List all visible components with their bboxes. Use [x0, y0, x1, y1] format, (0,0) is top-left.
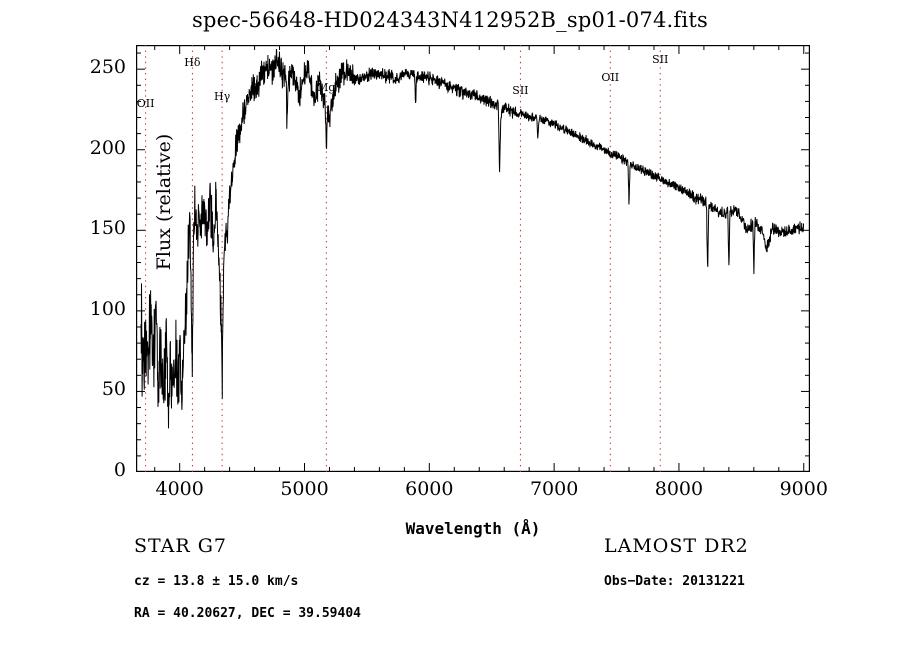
- y-axis-label: Flux (relative): [153, 133, 175, 271]
- plot-frame: [136, 45, 810, 472]
- y-tick-label: 200: [89, 136, 126, 159]
- y-tick-label: 50: [101, 378, 126, 401]
- redshift-text: cz = 13.8 ± 15.0 km/s: [134, 574, 299, 589]
- plot-area: Flux (relative) Wavelength (Å) 4000 5000 6…: [90, 45, 828, 538]
- x-tick-label: 9000: [779, 478, 828, 500]
- line-marker-label: SII: [512, 83, 529, 97]
- obs-date-text: Obs−Date: 20131221: [604, 574, 745, 589]
- axis-ticks: [136, 45, 810, 472]
- page-title: spec-56648-HD024343N412952B_sp01-074.fit…: [192, 8, 708, 32]
- line-marker-label: Mg: [317, 80, 336, 94]
- spectrum-trace: [140, 48, 805, 429]
- x-tick-label: 4000: [155, 478, 204, 500]
- y-tick-label: 0: [113, 459, 126, 481]
- line-marker-label: Hδ: [184, 56, 201, 70]
- x-tick-label: 7000: [529, 478, 579, 500]
- survey-text: LAMOST DR2: [604, 535, 749, 557]
- y-tick-label: 150: [89, 217, 126, 240]
- line-marker-label: OII: [136, 96, 155, 110]
- y-tick-label: 100: [89, 297, 126, 320]
- spectrum-svg: [136, 45, 810, 472]
- x-tick-label: 8000: [654, 478, 704, 500]
- line-marker-label: OII: [601, 70, 620, 84]
- x-axis-label: Wavelength (Å): [405, 519, 541, 538]
- y-tick-label: 250: [89, 56, 126, 79]
- x-tick-label: 5000: [280, 478, 329, 500]
- line-marker-label: Hγ: [214, 90, 231, 104]
- coordinates-text: RA = 40.20627, DEC = 39.59404: [134, 606, 361, 621]
- line-marker-label: SII: [652, 53, 669, 67]
- x-tick-label: 6000: [405, 478, 454, 500]
- object-class-text: STAR G7: [134, 535, 227, 557]
